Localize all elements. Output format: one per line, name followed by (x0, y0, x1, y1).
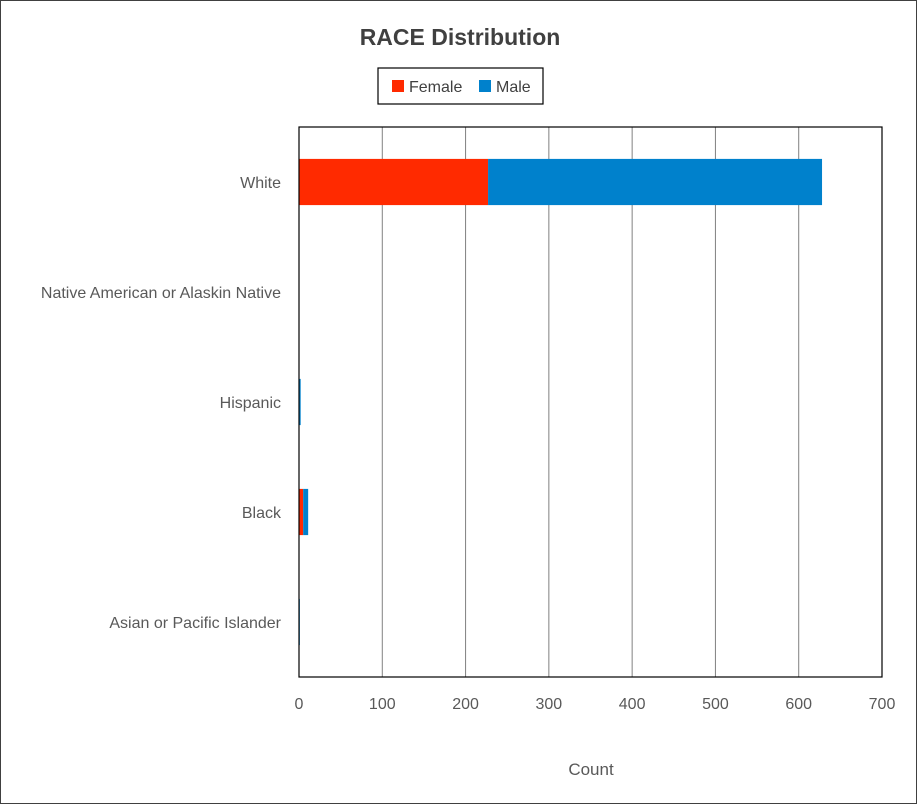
chart-title: RACE Distribution (360, 24, 561, 50)
bar-female-black (299, 488, 304, 536)
x-tick-label: 600 (785, 696, 812, 713)
legend-swatch-male (479, 80, 491, 92)
x-tick-label: 500 (702, 696, 729, 713)
x-tick-label: 0 (295, 696, 304, 713)
category-label: Asian or Pacific Islander (109, 615, 281, 632)
x-tick-label: 700 (869, 696, 896, 713)
category-label: White (240, 175, 281, 192)
x-tick-label: 100 (369, 696, 396, 713)
legend-swatch-female (392, 80, 404, 92)
bar-male-white (488, 158, 823, 206)
x-tick-label: 200 (452, 696, 479, 713)
bar-male-hispanic (299, 378, 301, 426)
bars (299, 158, 823, 646)
category-label: Native American or Alaskin Native (41, 285, 281, 302)
bar-female-white (299, 158, 489, 206)
x-tick-label: 400 (619, 696, 646, 713)
legend-label-female: Female (409, 79, 462, 96)
plot-area (298, 126, 883, 678)
category-label: Black (242, 505, 282, 522)
x-tick-labels: 0 100 200 300 400 500 600 700 (295, 696, 896, 713)
x-tick-label: 300 (536, 696, 563, 713)
bar-male-black (303, 488, 309, 536)
gridlines (381, 127, 800, 677)
legend-box (377, 67, 544, 105)
legend: Female Male (377, 67, 544, 105)
category-label: Hispanic (220, 395, 281, 412)
legend-label-male: Male (496, 79, 531, 96)
x-axis-title: Count (568, 760, 614, 779)
category-labels: White Native American or Alaskin Native Hi… (41, 175, 282, 632)
